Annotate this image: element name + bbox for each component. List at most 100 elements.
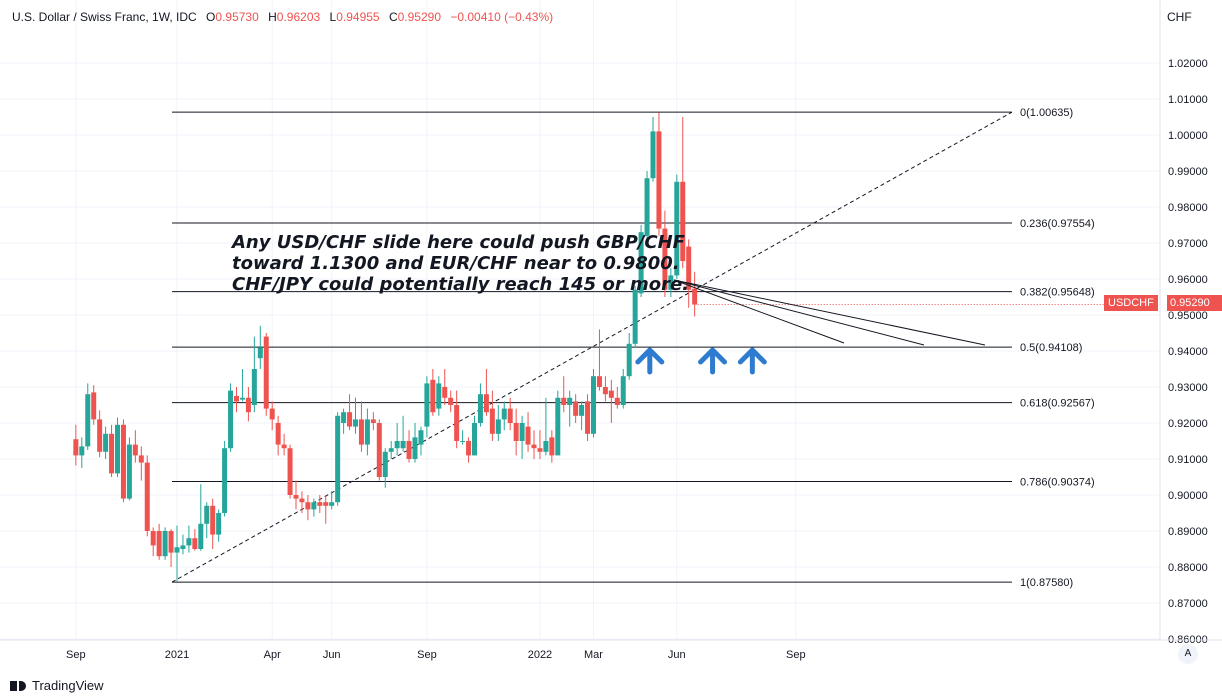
candle-body [317, 502, 323, 506]
fib-level-label: 0.236(0.97554) [1020, 218, 1095, 230]
candle-body [394, 441, 400, 449]
candle-body [85, 394, 91, 447]
price-tick-label: 0.90000 [1168, 490, 1208, 502]
candle-body [650, 131, 656, 179]
candle-body [347, 412, 353, 427]
tradingview-icon [10, 680, 26, 691]
price-tick-label: 0.87000 [1168, 598, 1208, 610]
candle-body [531, 444, 537, 449]
candle-body [156, 531, 162, 557]
candle-body [210, 505, 216, 535]
chart-legend: U.S. Dollar / Swiss Franc, 1W, IDC O0.95… [12, 10, 553, 24]
candle-body [257, 347, 263, 359]
candle-body [370, 419, 376, 423]
time-axis: Sep 2021 Apr Jun Sep 2022 Mar Jun Sep [0, 639, 1222, 661]
candle-body [198, 523, 204, 549]
low-label: L [329, 10, 337, 24]
candle-body [686, 246, 692, 290]
candle-body [388, 448, 394, 452]
fib-level-label: 0(1.00635) [1020, 107, 1073, 119]
grid-lines [0, 0, 1160, 640]
pointer-line [673, 279, 845, 344]
candle-body [174, 547, 180, 553]
price-tick-label: 0.95000 [1168, 310, 1208, 322]
candle-body [585, 401, 591, 434]
candle-body [234, 396, 239, 402]
candle-body [311, 502, 317, 510]
candle-body [680, 181, 686, 261]
candle-body [626, 343, 632, 377]
candle-body [341, 412, 347, 423]
candle-body [91, 392, 97, 420]
candle-body [245, 397, 251, 413]
open-value: 0.95730 [215, 10, 259, 24]
candle-body [448, 397, 454, 405]
tradingview-logo[interactable]: TradingView [10, 678, 104, 693]
candle-body [222, 448, 228, 513]
open-label: O [206, 10, 216, 24]
last-price-label: 0.95290 [1167, 295, 1222, 311]
candle-body [150, 531, 156, 546]
pointer-line [673, 279, 986, 346]
candle-body [477, 394, 483, 423]
candle-body [602, 387, 608, 395]
candle-body [382, 451, 388, 477]
symbol-price-tag: USDCHF [1104, 295, 1158, 311]
time-tick-label: Sep [786, 649, 806, 661]
close-value: 0.95290 [397, 10, 442, 24]
candle-body [79, 446, 85, 456]
close-label: C [388, 10, 398, 24]
candle-body [674, 181, 680, 276]
candle-body [115, 424, 120, 474]
time-tick-label: 2021 [165, 649, 189, 661]
candle-body [400, 441, 406, 449]
candle-body [656, 131, 662, 229]
time-tick-label: Apr [264, 649, 281, 661]
candle-body [489, 408, 495, 434]
price-tick-label: 0.97000 [1168, 238, 1208, 250]
price-tick-label: 0.93000 [1168, 382, 1208, 394]
candle-body [162, 531, 168, 557]
fib-level-label: 0.382(0.95648) [1020, 287, 1095, 299]
candle-body [513, 423, 519, 441]
candle-body [638, 232, 644, 294]
candle-body [103, 433, 109, 452]
candle-body [138, 455, 144, 463]
fib-level-label: 1(0.87580) [1020, 577, 1073, 589]
candle-body [323, 502, 329, 506]
candle-body [192, 538, 198, 549]
candle-body [73, 439, 79, 456]
candle-body [591, 376, 596, 434]
annotation-line-2: toward 1.1300 and EUR/CHF near to 0.9800… [232, 253, 680, 274]
price-axis: 0.860000.870000.880000.890000.900000.910… [1159, 0, 1208, 646]
candle-body [364, 419, 370, 445]
annotation-text: Any USD/CHF slide here could push GBP/CH… [232, 232, 689, 295]
price-tick-label: 0.96000 [1168, 274, 1208, 286]
price-tick-label: 0.98000 [1168, 202, 1208, 214]
time-tick-label: Jun [668, 649, 686, 661]
candle-body [353, 419, 358, 427]
candle-body [525, 426, 531, 445]
price-tick-label: 0.91000 [1168, 454, 1208, 466]
candle-body [287, 448, 293, 495]
candle-body [483, 394, 489, 413]
candle-body [216, 513, 222, 535]
candle-body [608, 390, 614, 398]
time-tick-label: 2022 [528, 649, 552, 661]
candle-body [281, 444, 287, 449]
candle-body [204, 505, 210, 524]
candle-body [263, 336, 269, 409]
fib-level-label: 0.5(0.94108) [1020, 342, 1082, 354]
candle-body [132, 444, 138, 456]
auto-scale-button[interactable]: A [1178, 644, 1198, 664]
candle-body [251, 369, 257, 405]
annotation-line-1: Any USD/CHF slide here could push GBP/CH… [232, 232, 685, 253]
candle-body [144, 462, 150, 531]
candle-body [186, 538, 192, 546]
candle-body [329, 502, 335, 506]
candle-body [335, 415, 341, 503]
time-tick-label: Sep [66, 649, 86, 661]
price-tick-label: 1.01000 [1168, 94, 1208, 106]
annotation-line-3: CHF/JPY could potentially reach 145 or m… [232, 274, 690, 295]
